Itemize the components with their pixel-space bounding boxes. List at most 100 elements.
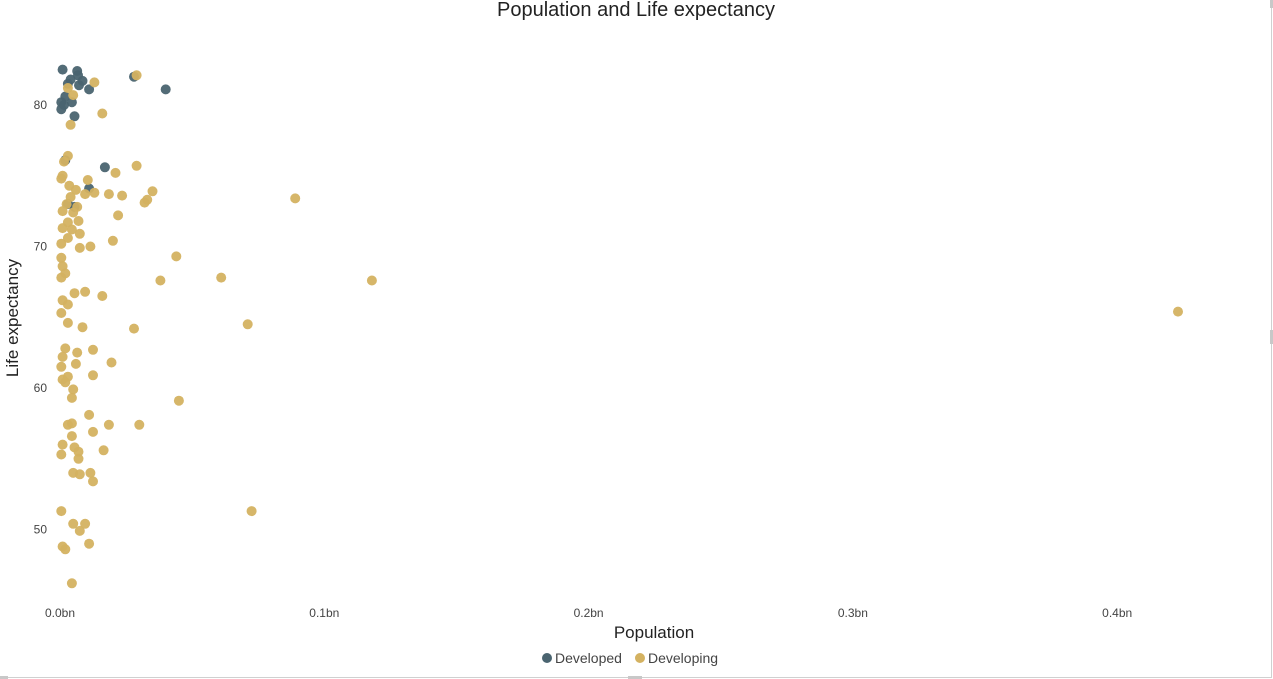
data-point[interactable] <box>73 216 84 226</box>
y-tick-label: 80 <box>34 98 48 112</box>
data-point[interactable] <box>60 544 71 555</box>
data-point[interactable] <box>88 476 98 487</box>
data-point[interactable] <box>110 167 121 178</box>
data-point[interactable] <box>290 193 301 204</box>
data-point[interactable] <box>56 104 67 115</box>
data-point[interactable] <box>56 361 67 372</box>
resize-handle-bottom[interactable] <box>628 676 642 679</box>
resize-handle-corner-bottom-left[interactable] <box>0 676 8 679</box>
data-point[interactable] <box>106 357 117 368</box>
data-point[interactable] <box>88 426 98 437</box>
legend-label: Developed <box>555 650 622 666</box>
data-point[interactable] <box>70 358 81 369</box>
data-point[interactable] <box>80 518 91 529</box>
data-point[interactable] <box>84 538 95 549</box>
data-point[interactable] <box>62 299 73 310</box>
data-point[interactable] <box>155 275 166 286</box>
data-point[interactable] <box>66 431 77 442</box>
data-point[interactable] <box>89 77 100 88</box>
data-point[interactable] <box>82 175 93 185</box>
data-point[interactable] <box>69 111 80 122</box>
data-point[interactable] <box>103 189 114 200</box>
data-point[interactable] <box>77 322 88 333</box>
data-point[interactable] <box>68 207 79 218</box>
data-point[interactable] <box>85 467 96 478</box>
resize-handle-right[interactable] <box>1270 330 1273 344</box>
data-point[interactable] <box>59 156 69 167</box>
data-point[interactable] <box>173 395 184 406</box>
data-point[interactable] <box>85 241 96 252</box>
data-point[interactable] <box>80 189 91 200</box>
data-point[interactable] <box>56 506 67 517</box>
data-point[interactable] <box>131 70 142 81</box>
data-point[interactable] <box>60 377 71 388</box>
data-point[interactable] <box>84 84 95 95</box>
data-point[interactable] <box>70 184 81 195</box>
data-point[interactable] <box>107 235 118 246</box>
data-point[interactable] <box>68 518 79 529</box>
resize-handle-corner-top-right[interactable] <box>1270 0 1273 8</box>
legend-marker <box>635 653 645 663</box>
data-point[interactable] <box>66 392 77 403</box>
data-point[interactable] <box>74 228 85 239</box>
data-point[interactable] <box>57 64 68 75</box>
data-point[interactable] <box>103 419 114 430</box>
data-point[interactable] <box>117 190 128 201</box>
legend-item-developed[interactable]: Developed <box>542 650 622 666</box>
data-point[interactable] <box>69 288 80 299</box>
data-point[interactable] <box>80 286 91 297</box>
data-point[interactable] <box>62 419 73 430</box>
data-point[interactable] <box>97 108 108 119</box>
data-point[interactable] <box>62 83 73 93</box>
data-point[interactable] <box>98 445 109 456</box>
x-tick-label: 0.3bn <box>838 606 868 620</box>
data-point[interactable] <box>66 578 77 589</box>
data-point[interactable] <box>56 449 67 460</box>
data-point[interactable] <box>62 233 73 243</box>
data-point[interactable] <box>147 186 158 197</box>
legend-item-developing[interactable]: Developing <box>635 650 718 666</box>
data-point[interactable] <box>99 162 110 173</box>
data-point[interactable] <box>366 275 377 286</box>
data-point[interactable] <box>62 317 73 328</box>
data-point[interactable] <box>66 224 77 235</box>
data-point[interactable] <box>74 80 84 91</box>
data-point[interactable] <box>84 409 95 420</box>
data-point[interactable] <box>60 343 71 354</box>
data-point[interactable] <box>57 351 68 362</box>
data-point[interactable] <box>56 272 67 283</box>
data-point[interactable] <box>131 160 142 171</box>
data-point[interactable] <box>1173 306 1183 317</box>
data-point[interactable] <box>242 319 253 330</box>
data-point[interactable] <box>160 84 171 95</box>
data-point[interactable] <box>216 272 227 283</box>
data-point[interactable] <box>68 90 79 101</box>
data-point[interactable] <box>68 384 79 395</box>
data-point[interactable] <box>56 173 67 184</box>
data-point[interactable] <box>74 469 85 480</box>
data-point[interactable] <box>113 210 124 221</box>
data-point[interactable] <box>65 119 76 130</box>
data-point[interactable] <box>56 238 67 249</box>
data-point[interactable] <box>134 419 145 430</box>
data-point[interactable] <box>57 206 68 217</box>
data-point[interactable] <box>56 308 67 318</box>
y-axis-title: Life expectancy <box>3 258 22 377</box>
data-point[interactable] <box>74 242 85 253</box>
data-point[interactable] <box>89 187 100 198</box>
data-point[interactable] <box>56 252 67 263</box>
data-point[interactable] <box>73 446 84 457</box>
data-point[interactable] <box>88 370 98 381</box>
data-point[interactable] <box>171 251 182 262</box>
data-point[interactable] <box>246 506 257 517</box>
data-point[interactable] <box>97 291 108 301</box>
data-point[interactable] <box>57 439 68 450</box>
data-point[interactable] <box>57 223 68 234</box>
data-point[interactable] <box>129 323 139 334</box>
data-point[interactable] <box>72 347 83 358</box>
data-point[interactable] <box>139 197 150 208</box>
data-point[interactable] <box>88 344 98 355</box>
data-point[interactable] <box>73 453 84 464</box>
data-point[interactable] <box>74 525 85 536</box>
